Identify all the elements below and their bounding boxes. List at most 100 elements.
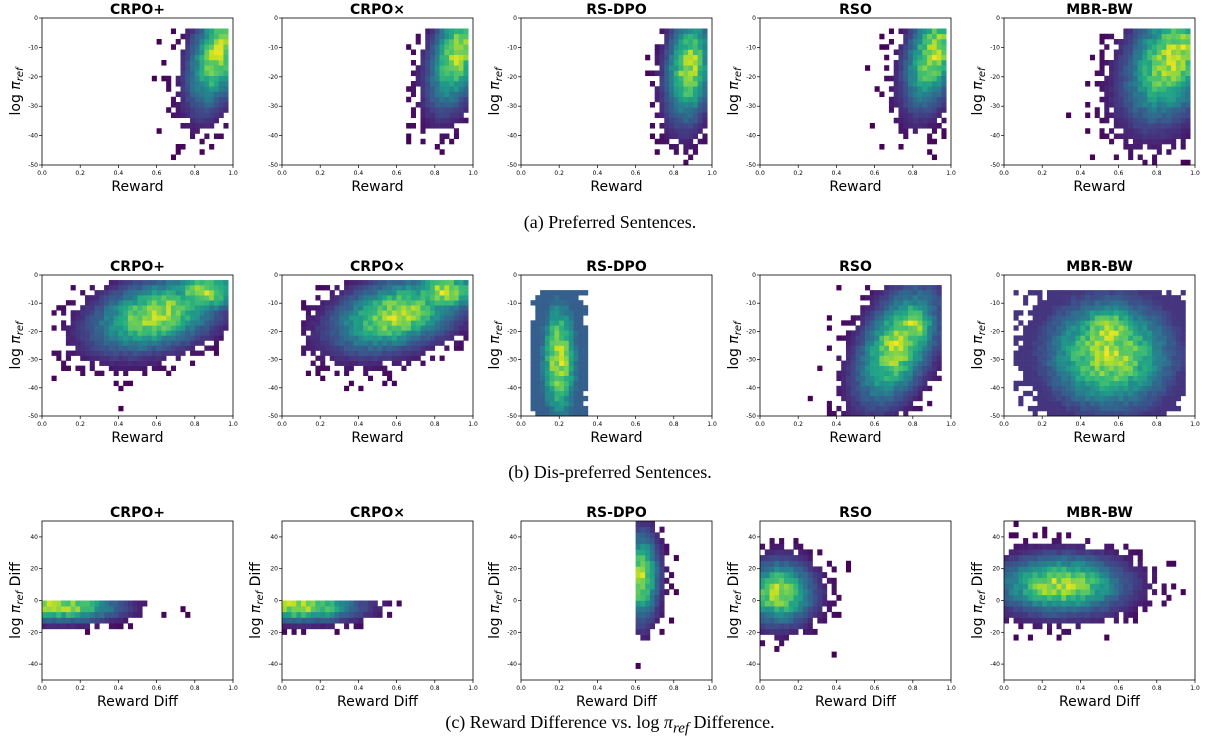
heatmap-cell: [917, 65, 923, 71]
heatmap-cell: [855, 380, 861, 387]
heatmap-cell: [80, 606, 86, 613]
heatmap-cell: [1147, 385, 1153, 392]
heatmap-cell: [917, 96, 923, 103]
y-tick-label: -30: [746, 357, 756, 364]
heatmap-cell: [1128, 320, 1134, 326]
heatmap-cell: [453, 60, 459, 66]
heatmap-cell: [209, 330, 215, 336]
heatmap-cell: [89, 300, 95, 306]
heatmap-cell: [1175, 315, 1181, 321]
heatmap-cell: [180, 81, 186, 87]
heatmap-cell: [865, 375, 871, 382]
heatmap-cell: [1152, 96, 1158, 103]
heatmap-cell: [1046, 340, 1053, 346]
heatmap-cell: [118, 345, 124, 351]
heatmap-cell: [94, 600, 100, 607]
heatmap-cell: [908, 340, 914, 346]
x-axis-label: Reward Diff: [97, 694, 178, 710]
heatmap-cell: [664, 577, 670, 584]
heatmap-cell: [879, 350, 885, 356]
heatmap-cell: [692, 128, 698, 134]
heatmap-cell: [879, 405, 885, 412]
heatmap-cell: [563, 330, 570, 336]
heatmap-cell: [769, 555, 775, 562]
heatmap-cell: [382, 380, 388, 387]
heatmap-cell: [1180, 65, 1186, 71]
heatmap-cell: [415, 340, 421, 346]
heatmap-cell: [654, 543, 660, 550]
heatmap-cell: [874, 340, 880, 346]
heatmap-cell: [70, 330, 76, 336]
heatmap-cell: [817, 572, 823, 579]
heatmap-cell: [453, 295, 459, 301]
x-axis-label: Reward: [590, 179, 642, 195]
heatmap-cell: [855, 390, 861, 397]
heatmap-cell: [673, 96, 679, 103]
heatmap-cell: [425, 75, 431, 82]
heatmap-cell: [1075, 310, 1081, 316]
heatmap-cell: [922, 330, 928, 336]
heatmap-cell: [108, 290, 114, 296]
heatmap-cell: [94, 617, 100, 624]
heatmap-cell: [903, 39, 909, 45]
heatmap-cell: [1094, 375, 1100, 382]
heatmap-cell: [42, 600, 48, 607]
heatmap-cell: [1023, 577, 1029, 584]
heatmap-cell: [927, 365, 933, 371]
heatmap-cell: [199, 330, 205, 336]
heatmap-cell: [917, 112, 923, 119]
heatmap-cell: [406, 290, 412, 296]
heatmap-cell: [917, 28, 923, 35]
heatmap-cell: [1066, 325, 1072, 331]
heatmap-cell: [912, 340, 918, 346]
heatmap-cell: [1171, 315, 1177, 321]
heatmap-cell: [223, 75, 229, 82]
heatmap-cell: [544, 405, 550, 412]
heatmap-cell: [1161, 315, 1167, 321]
heatmap-cell: [1113, 360, 1119, 366]
heatmap-cell: [898, 365, 904, 371]
heatmap-cell: [194, 102, 200, 108]
heatmap-cell: [305, 340, 311, 346]
heatmap-cell: [860, 305, 866, 311]
heatmap-cell: [1113, 410, 1119, 417]
heatmap-cell: [1027, 350, 1033, 356]
heatmap-cell: [420, 345, 426, 351]
heatmap-cell: [1037, 290, 1043, 296]
heatmap-cell: [199, 300, 205, 306]
heatmap-cell: [760, 640, 766, 647]
heatmap-cell: [893, 102, 899, 108]
heatmap-cell: [1066, 360, 1072, 366]
heatmap-cell: [329, 611, 335, 618]
heatmap-cell: [649, 133, 655, 140]
heatmap-cell: [683, 117, 689, 124]
heatmap-cell: [315, 611, 321, 618]
heatmap-cell: [353, 617, 359, 624]
heatmap-cell: [1166, 390, 1172, 397]
heatmap-cell: [888, 360, 894, 366]
heatmap-cell: [1008, 600, 1014, 607]
heatmap-cell: [1066, 355, 1072, 361]
heatmap-cell: [697, 138, 703, 145]
heatmap-cell: [1147, 112, 1153, 119]
heatmap-cell: [410, 86, 417, 92]
heatmap-cell: [367, 335, 374, 341]
heatmap-cell: [1080, 360, 1086, 366]
heatmap-cell: [1142, 75, 1148, 82]
heatmap-cell: [1046, 290, 1053, 296]
x-axis-label: Reward: [111, 430, 163, 446]
heatmap-cell: [1046, 295, 1053, 301]
heatmap-cell: [559, 300, 565, 306]
heatmap-cell: [888, 310, 894, 316]
heatmap-cell: [463, 315, 469, 321]
heatmap-cell: [1147, 355, 1153, 361]
heatmap-cell: [1056, 310, 1062, 316]
heatmap-cell: [218, 285, 224, 291]
heatmap-cell: [544, 335, 550, 341]
heatmap-cell: [185, 54, 191, 61]
heatmap-cell: [898, 70, 904, 77]
heatmap-cell: [645, 583, 651, 590]
heatmap-cell: [1142, 325, 1148, 331]
heatmap-cell: [1113, 60, 1119, 66]
heatmap-cell: [363, 606, 369, 613]
